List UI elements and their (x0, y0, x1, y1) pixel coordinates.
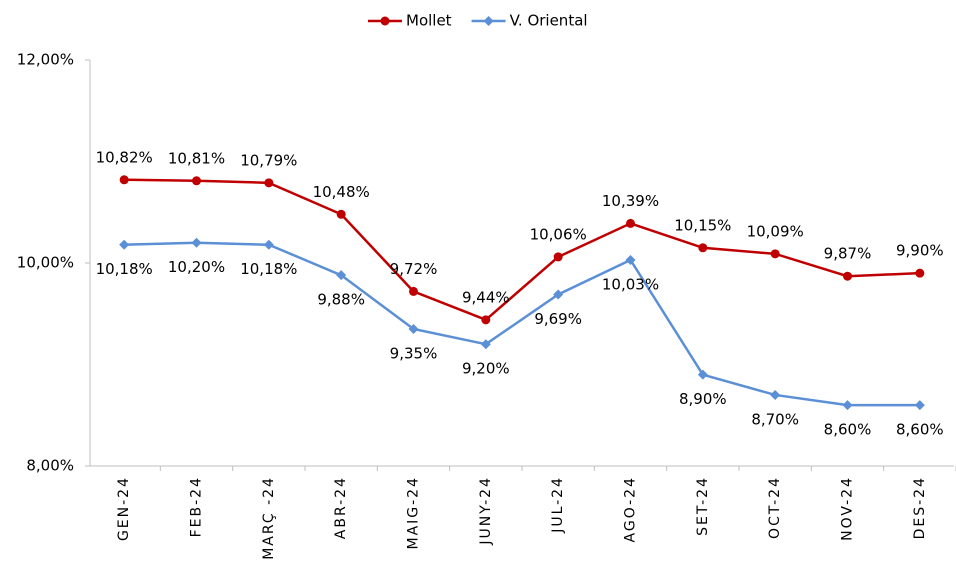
data-label: 9,88% (317, 291, 365, 309)
data-label: 8,70% (751, 410, 799, 428)
marker (336, 270, 347, 281)
data-label: 8,60% (824, 421, 872, 439)
marker (380, 16, 390, 26)
marker (843, 271, 852, 281)
data-label: 10,18% (240, 260, 297, 278)
marker (915, 268, 925, 278)
marker (119, 239, 130, 250)
legend-label: V. Oriental (510, 12, 588, 30)
legend-item: Mollet (368, 12, 452, 30)
y-tick-label: 8,00% (26, 457, 74, 475)
data-label: 9,20% (462, 360, 510, 378)
data-label: 10,06% (530, 225, 587, 243)
x-tick-label: DES-24 (912, 476, 928, 539)
legend-label: Mollet (406, 12, 452, 30)
x-tick-label: OCT-24 (767, 476, 783, 539)
marker (553, 252, 563, 262)
marker (264, 178, 274, 188)
data-label: 9,90% (896, 242, 944, 260)
marker (698, 243, 708, 253)
x-tick-label: SET-24 (695, 476, 711, 536)
data-label: 10,82% (96, 148, 153, 166)
marker (625, 254, 636, 265)
marker (191, 237, 202, 248)
data-label: 10,03% (602, 275, 659, 293)
marker (770, 249, 780, 259)
data-label: 10,20% (168, 258, 225, 276)
series: 10,82% 10,81% 10,79% 10,48% 9,72% 9,44% 10,06%… (96, 148, 944, 325)
data-label: 9,44% (462, 288, 510, 306)
marker (483, 16, 494, 26)
marker (480, 339, 491, 350)
data-label: 10,18% (96, 260, 153, 278)
marker (697, 369, 708, 380)
x-tick-label: FEB-24 (189, 476, 205, 537)
data-label: 10,15% (674, 216, 731, 234)
data-label: 9,72% (390, 260, 438, 278)
marker (408, 323, 419, 334)
line (124, 178, 920, 322)
line (124, 241, 920, 407)
data-label: 10,81% (168, 149, 225, 167)
x-tick-label: JUNY-24 (478, 476, 494, 546)
marker (409, 286, 418, 296)
marker (626, 218, 635, 228)
data-label: 8,90% (679, 390, 727, 408)
series: 10,18% 10,20% 10,18% 9,88% 9,35% 9,20% 9,69% 10… (96, 237, 944, 439)
marker (914, 400, 925, 411)
marker (336, 209, 346, 219)
marker (842, 400, 853, 411)
data-label: 10,79% (240, 151, 297, 169)
y-tick-label: 12,00% (17, 51, 74, 69)
marker (770, 389, 781, 400)
data-label: 10,39% (602, 192, 659, 210)
data-label: 9,69% (534, 310, 582, 328)
marker (481, 315, 491, 325)
x-tick-label: MAIG-24 (406, 476, 422, 550)
marker (119, 175, 129, 185)
data-label: 8,60% (896, 421, 944, 439)
y-tick-label: 10,00% (17, 254, 74, 272)
x-tick-label: MARÇ -24 (261, 476, 277, 560)
marker (192, 176, 201, 186)
x-tick-label: GEN-24 (116, 476, 132, 541)
x-tick-label: NOV-24 (840, 476, 856, 541)
x-tick-label: ABR-24 (333, 476, 349, 539)
data-label: 9,87% (824, 245, 872, 263)
x-tick-label: JUL-24 (550, 476, 566, 534)
marker (263, 239, 274, 250)
data-label: 10,48% (313, 183, 370, 201)
x-tick-label: AGO-24 (623, 476, 639, 542)
legend-item: V. Oriental (471, 12, 588, 30)
data-label: 10,09% (747, 222, 804, 240)
marker (553, 289, 564, 300)
data-label: 9,35% (390, 344, 438, 362)
